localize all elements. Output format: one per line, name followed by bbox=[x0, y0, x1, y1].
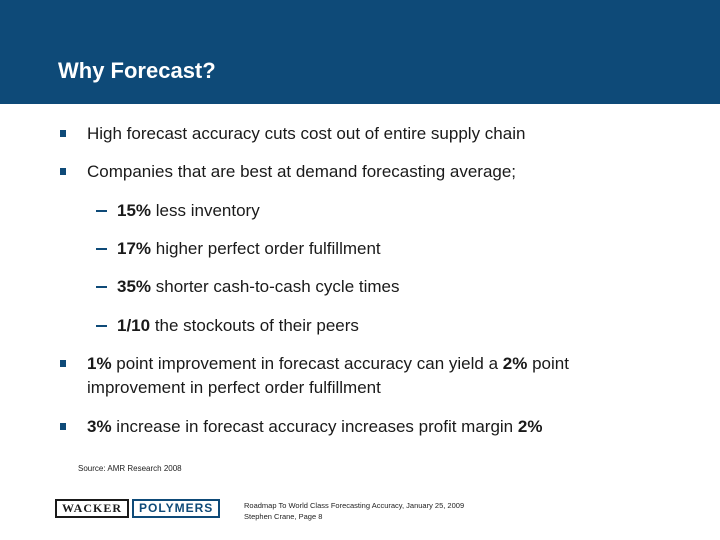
square-bullet-icon bbox=[60, 130, 66, 137]
company-logo: WACKER POLYMERS bbox=[55, 499, 221, 518]
stat-description: the stockouts of their peers bbox=[150, 316, 359, 335]
stat-value: 1/10 bbox=[117, 316, 151, 335]
dash-bullet-icon bbox=[96, 248, 107, 250]
bullet-text: Companies that are best at demand foreca… bbox=[87, 162, 517, 181]
footer-note: Roadmap To World Class Forecasting Accur… bbox=[244, 500, 464, 522]
page-title: Why Forecast? bbox=[58, 58, 216, 83]
stat-value: 1% bbox=[87, 354, 112, 373]
stat-value: 35% bbox=[117, 277, 152, 296]
bullet-text: High forecast accuracy cuts cost out of … bbox=[87, 124, 526, 143]
stat-description: less inventory bbox=[151, 201, 260, 220]
sub-bullet-text: 17% higher perfect order fulfillment bbox=[117, 237, 381, 261]
square-bullet-icon bbox=[60, 360, 66, 367]
sub-bullet-text: 35% shorter cash-to-cash cycle times bbox=[117, 275, 400, 299]
stat-value: 2% bbox=[502, 354, 528, 373]
sub-bullet-text: 15% less inventory bbox=[117, 199, 260, 223]
dash-bullet-icon bbox=[96, 286, 107, 288]
stat-description: shorter cash-to-cash cycle times bbox=[151, 277, 400, 296]
square-bullet-icon bbox=[60, 423, 66, 430]
footer-line-1: Roadmap To World Class Forecasting Accur… bbox=[244, 501, 465, 510]
stat-description: higher perfect order fulfillment bbox=[151, 239, 381, 258]
sub-bullet-text: 1/10 the stockouts of their peers bbox=[117, 314, 359, 338]
logo-polymers: POLYMERS bbox=[132, 499, 221, 518]
bullet-text-part: point improvement in forecast accuracy c… bbox=[111, 354, 503, 373]
stat-value: 3% bbox=[87, 417, 112, 436]
square-bullet-icon bbox=[60, 168, 66, 175]
title-bar: Why Forecast? bbox=[0, 0, 720, 104]
bullet-text-part: increase in forecast accuracy increases … bbox=[111, 417, 518, 436]
stat-value: 2% bbox=[517, 417, 543, 436]
dash-bullet-icon bbox=[96, 325, 107, 327]
footer-line-2: Stephen Crane, Page 8 bbox=[244, 512, 323, 521]
dash-bullet-icon bbox=[96, 210, 107, 212]
stat-value: 15% bbox=[117, 201, 152, 220]
bullet-text-part: point improvement in perfect order fulfi… bbox=[87, 354, 569, 397]
source-note: Source: AMR Research 2008 bbox=[78, 464, 182, 473]
bullet-text: 3% increase in forecast accuracy increas… bbox=[87, 415, 687, 439]
logo-wacker: WACKER bbox=[55, 499, 130, 518]
bullet-text: 1% point improvement in forecast accurac… bbox=[87, 352, 667, 400]
stat-value: 17% bbox=[117, 239, 152, 258]
